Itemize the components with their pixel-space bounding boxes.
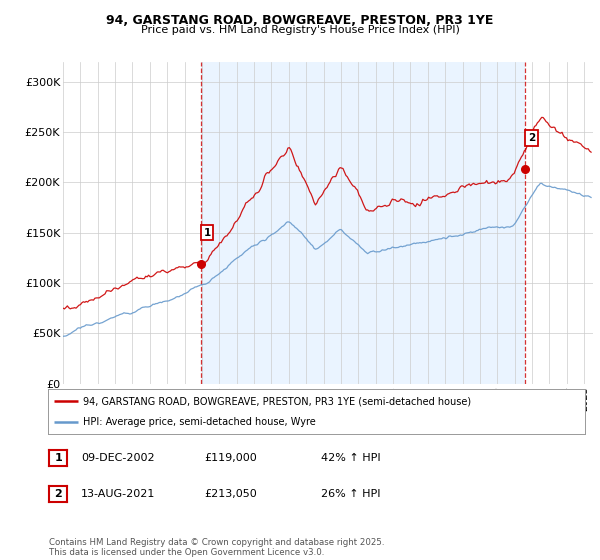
Text: 1: 1	[203, 228, 211, 237]
Text: 26% ↑ HPI: 26% ↑ HPI	[321, 489, 380, 499]
Text: £213,050: £213,050	[204, 489, 257, 499]
Text: 42% ↑ HPI: 42% ↑ HPI	[321, 453, 380, 463]
Text: 1: 1	[55, 453, 62, 463]
Text: £119,000: £119,000	[204, 453, 257, 463]
Text: 09-DEC-2002: 09-DEC-2002	[81, 453, 155, 463]
Bar	[201, 62, 526, 384]
Text: HPI: Average price, semi-detached house, Wyre: HPI: Average price, semi-detached house,…	[83, 417, 316, 427]
Text: 13-AUG-2021: 13-AUG-2021	[81, 489, 155, 499]
Text: Contains HM Land Registry data © Crown copyright and database right 2025.
This d: Contains HM Land Registry data © Crown c…	[49, 538, 385, 557]
Text: 94, GARSTANG ROAD, BOWGREAVE, PRESTON, PR3 1YE: 94, GARSTANG ROAD, BOWGREAVE, PRESTON, P…	[106, 14, 494, 27]
Text: 94, GARSTANG ROAD, BOWGREAVE, PRESTON, PR3 1YE (semi-detached house): 94, GARSTANG ROAD, BOWGREAVE, PRESTON, P…	[83, 396, 471, 407]
Text: 2: 2	[55, 489, 62, 499]
Text: 2: 2	[528, 133, 535, 143]
Text: Price paid vs. HM Land Registry's House Price Index (HPI): Price paid vs. HM Land Registry's House …	[140, 25, 460, 35]
